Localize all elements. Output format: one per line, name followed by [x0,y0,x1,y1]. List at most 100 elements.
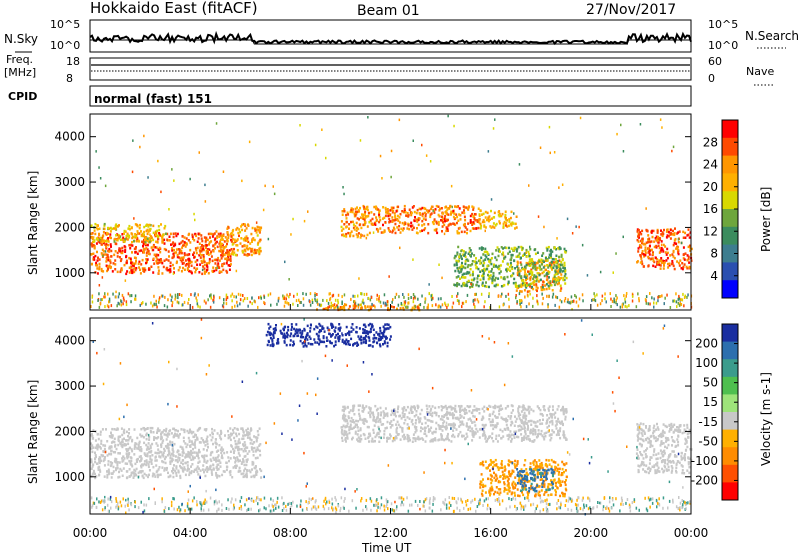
echo-cell [128,271,131,274]
echo-cell [536,433,539,436]
echo-cell [370,222,373,225]
echo-cell [229,473,232,477]
echo-cell [202,247,205,251]
echo-cell [464,255,467,259]
echo-cell [497,294,500,298]
echo-cell [374,420,377,424]
echo-cell [216,456,219,459]
echo-cell [232,466,235,469]
echo-cell [473,408,476,412]
echo-cell [528,270,531,273]
echo-cell [208,258,211,261]
echo-cell [466,425,469,428]
echo-cell [154,459,157,462]
echo-cell [201,268,204,272]
echo-cell [528,302,530,306]
echo-cell [92,252,95,255]
echo-cell [436,231,439,235]
echo-cell [470,278,473,282]
echo-cell [491,424,494,427]
echo-cell [288,295,290,299]
echo-cell [510,274,513,278]
echo-cell [183,300,186,304]
echo-cell [137,447,140,450]
echo-cell [447,224,450,227]
echo-cell [571,232,574,235]
echo-cell [391,211,394,214]
echo-cell [502,303,504,307]
echo-cell [467,428,470,431]
echo-cell [379,406,382,410]
echo-cell [419,303,422,306]
echo-cell [159,250,162,254]
echo-cell [677,297,679,301]
echo-cell [421,294,423,298]
freq-tick-bottom: 8 [66,72,73,85]
echo-cell [113,240,116,243]
echo-cell [463,407,466,410]
echo-cell [652,251,654,254]
echo-cell [430,212,433,215]
echo-cell [96,259,99,262]
echo-cell [193,456,196,459]
echo-cell [387,214,390,218]
echo-cell [386,420,389,424]
echo-cell [343,293,346,297]
echo-cell [533,280,536,284]
echo-cell [469,429,472,433]
echo-cell [653,305,655,309]
echo-cell [668,262,671,265]
echo-cell [478,408,481,411]
echo-cell [356,217,359,220]
echo-cell [676,249,679,252]
echo-cell [472,409,475,412]
echo-cell [215,258,218,261]
echo-cell [298,298,300,302]
echo-cell [423,228,426,232]
echo-cell [90,460,93,464]
echo-cell [539,422,542,426]
echo-cell [532,409,535,413]
echo-cell [212,233,215,236]
echo-cell [115,234,118,237]
echo-cell [506,219,508,222]
echo-cell [519,257,522,260]
echo-cell [251,240,253,243]
echo-cell [533,283,536,287]
echo-cell [235,269,238,273]
echo-cell [178,249,181,253]
echo-cell [351,427,354,430]
echo-cell [462,423,465,426]
echo-cell [459,218,462,221]
echo-cell [199,246,202,250]
echo-cell [125,430,128,434]
echo-cell [415,410,418,413]
echo-cell [472,414,475,418]
echo-cell [209,252,212,255]
echo-cell [124,248,127,252]
echo-cell [423,206,426,210]
echo-cell [664,245,667,248]
echo-cell [160,451,163,454]
echo-cell [173,251,176,255]
echo-cell [183,236,186,239]
echo-cell [205,437,208,441]
echo-cell [176,232,179,236]
echo-cell [153,294,155,298]
echo-cell [225,262,228,265]
echo-cell [558,186,560,189]
echo-cell [296,292,298,296]
echo-cell [358,218,360,221]
echo-cell [656,239,659,243]
echo-cell [452,407,455,410]
echo-cell [488,413,491,416]
echo-cell [537,302,539,306]
echo-cell [557,429,559,433]
echo-cell [216,476,219,479]
echo-cell [642,253,645,256]
echo-cell [143,238,146,241]
echo-cell [376,293,378,297]
echo-cell [213,238,216,242]
y-tick-label: 1000 [54,266,85,280]
echo-cell [367,214,370,218]
